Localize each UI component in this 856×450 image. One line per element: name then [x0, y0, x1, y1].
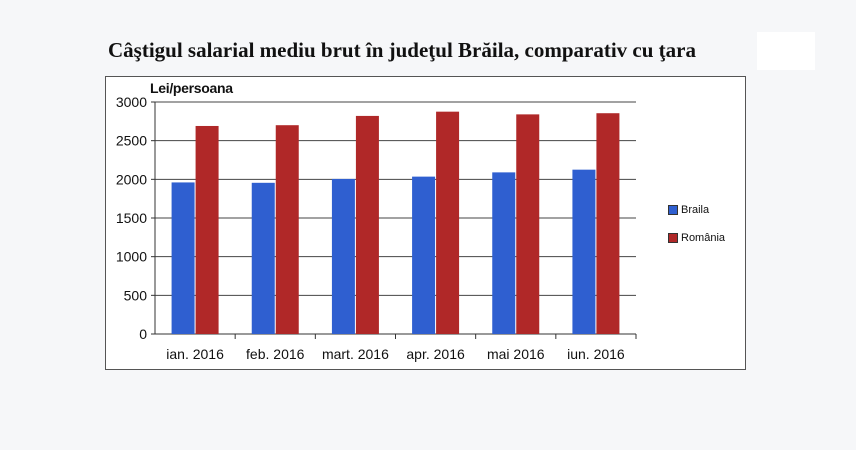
y-tick-label: 1000 [116, 249, 147, 265]
bar-braila [251, 182, 275, 334]
legend: Braila România [668, 203, 725, 259]
legend-item-braila: Braila [668, 203, 725, 217]
x-tick-label: apr. 2016 [406, 346, 465, 362]
bar-romania [275, 125, 299, 334]
y-tick-label: 2000 [116, 171, 147, 187]
x-tick-label: mart. 2016 [322, 346, 389, 362]
scan-white-patch [757, 32, 815, 70]
x-tick-label: iun. 2016 [567, 346, 625, 362]
y-axis-label: Lei/persoana [150, 80, 233, 96]
bar-braila [492, 172, 516, 334]
y-tick-label: 500 [124, 287, 148, 303]
chart-title: Câştigul salarial mediu brut în judeţul … [108, 38, 696, 62]
bar-romania [355, 115, 379, 334]
y-tick-label: 2500 [116, 133, 147, 149]
bar-braila [171, 182, 195, 334]
bar-romania [195, 125, 219, 335]
bar-braila [412, 176, 436, 334]
legend-swatch-braila [668, 205, 678, 215]
y-tick-label: 3000 [116, 94, 147, 110]
bar-braila [331, 178, 355, 334]
bar-romania [436, 111, 460, 335]
x-tick-label: ian. 2016 [166, 346, 224, 362]
legend-label-romania: România [681, 232, 726, 244]
x-tick-label: feb. 2016 [246, 346, 305, 362]
y-tick-label: 1500 [116, 210, 147, 226]
bar-romania [596, 113, 620, 334]
bar-romania [516, 114, 540, 334]
bar-braila [572, 169, 596, 334]
x-tick-label: mai 2016 [487, 346, 545, 362]
legend-label-braila: Braila [681, 204, 710, 216]
legend-item-romania: România [668, 231, 725, 245]
legend-swatch-romania [668, 233, 678, 243]
y-tick-label: 0 [139, 326, 147, 342]
